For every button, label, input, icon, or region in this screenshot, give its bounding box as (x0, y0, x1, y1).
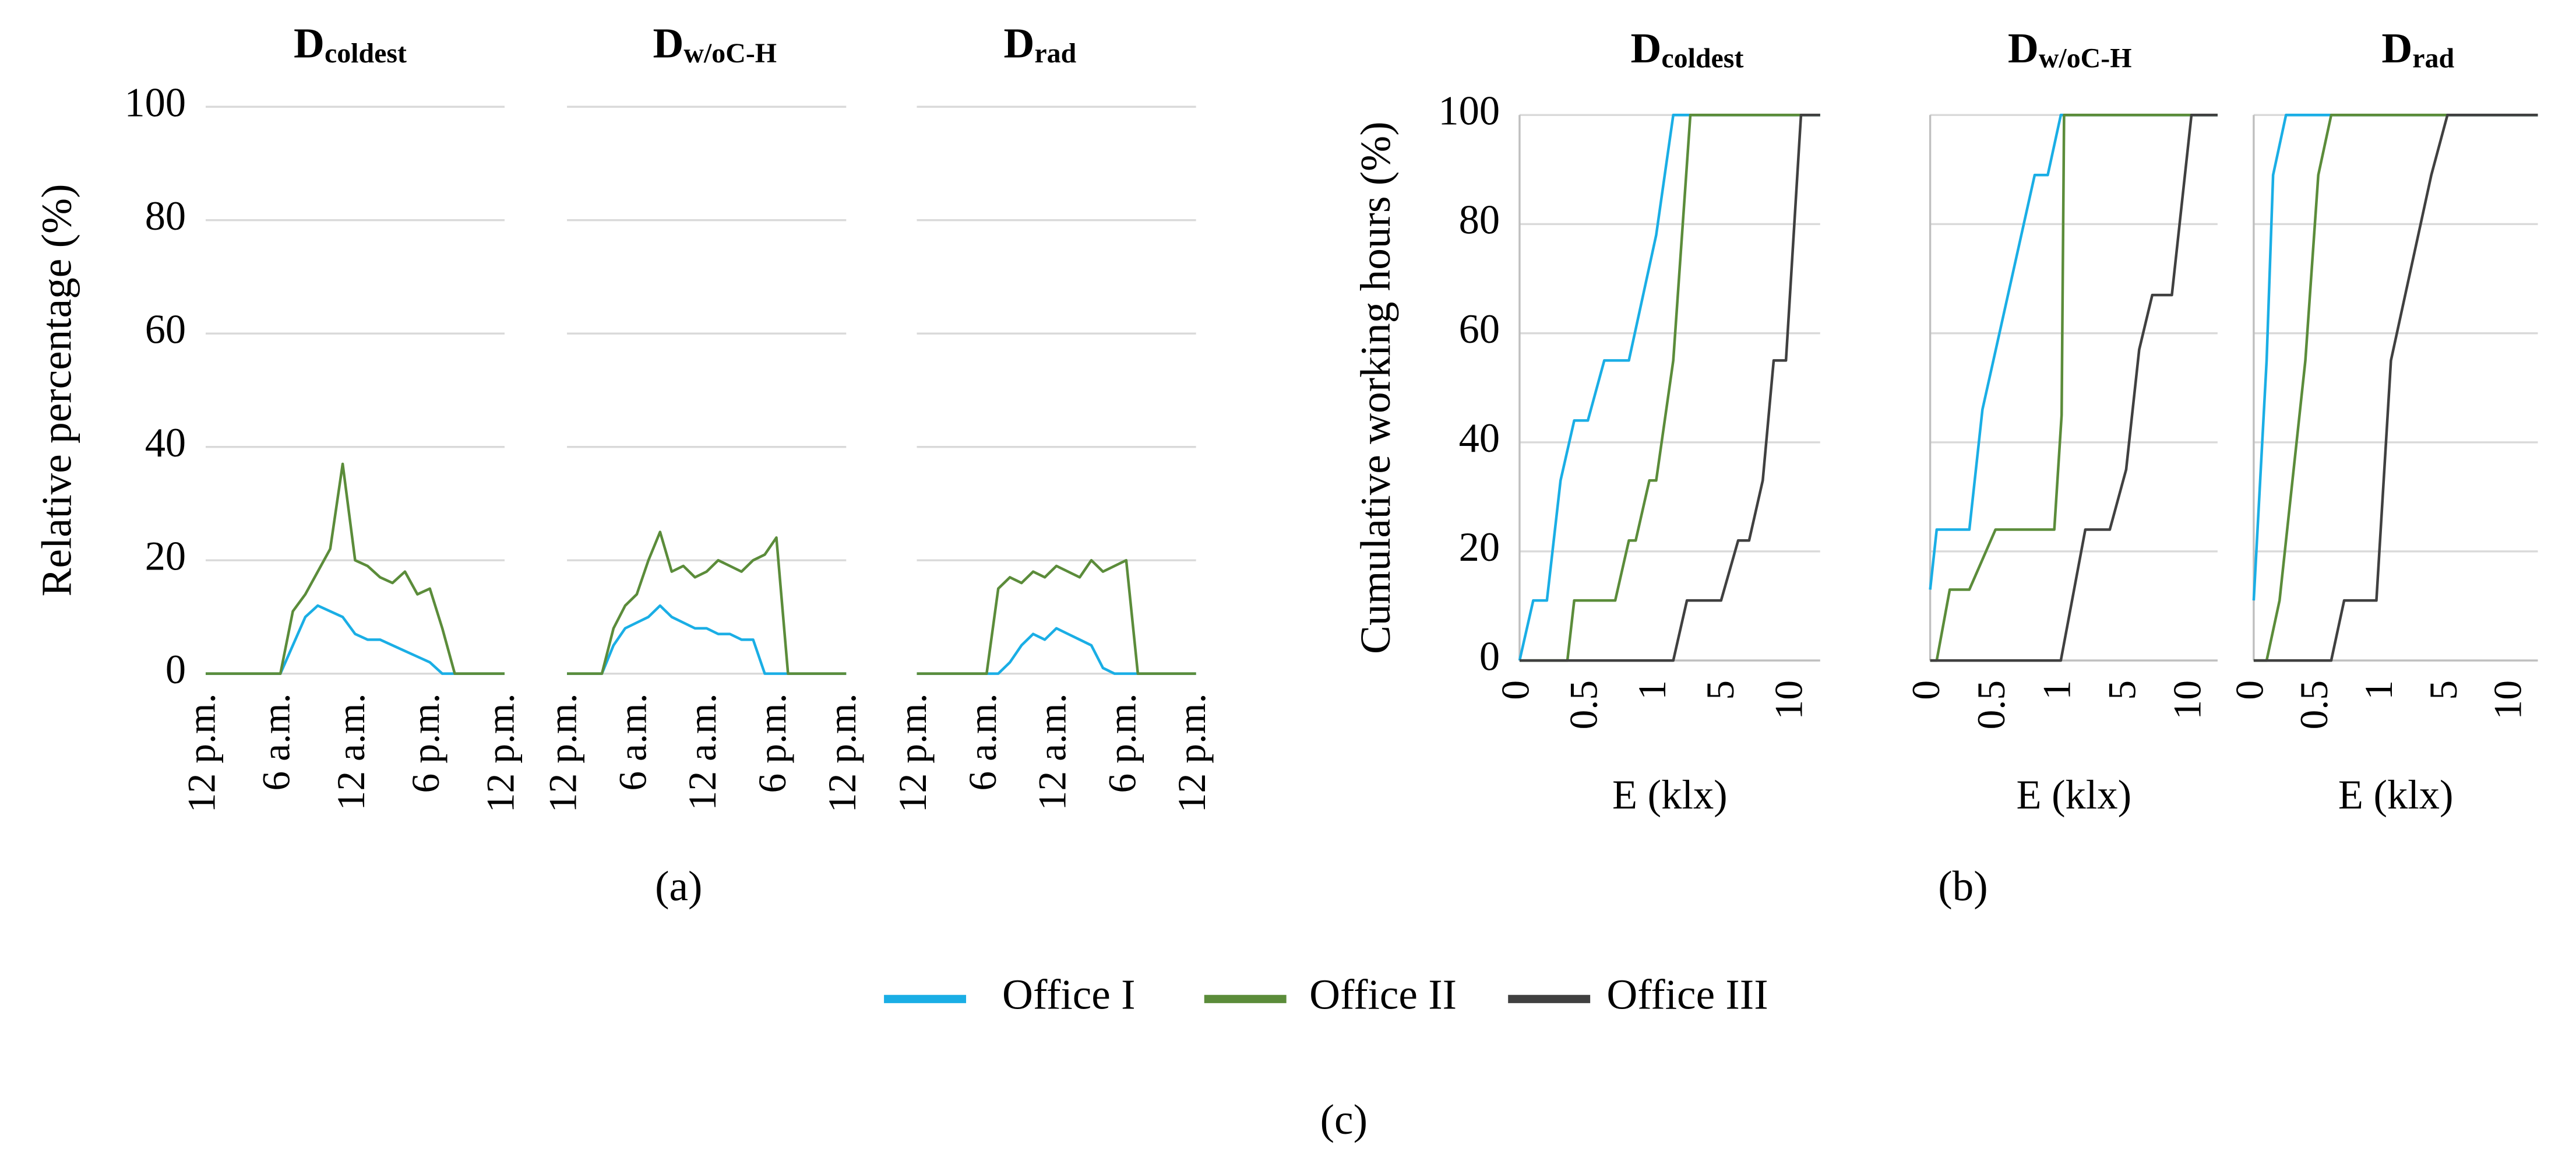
x-tick-label: 5 (1698, 680, 1742, 700)
x-tick-label: 12 p.m. (541, 693, 585, 813)
caption: (c) (1320, 1096, 1368, 1143)
x-tick-label: 12 p.m. (820, 693, 864, 813)
title-sub: w/oC-H (2039, 43, 2132, 74)
series-line (917, 558, 1196, 675)
legend-label: Office I (1002, 971, 1135, 1018)
x-tick-label: 6 p.m. (750, 693, 794, 793)
title-sub: w/oC-H (683, 38, 777, 69)
series-line (1519, 114, 1820, 662)
y-tick-label: 20 (145, 533, 186, 579)
title-main: D (1003, 20, 1034, 67)
series-line (2253, 114, 2538, 662)
chart-title: Dw/oC-H (653, 20, 777, 69)
x-tick-label: 10 (2486, 680, 2530, 720)
legend-label: Office II (1309, 971, 1457, 1018)
series-line (2252, 114, 2538, 601)
x-tick-label: 0 (1493, 680, 1537, 700)
x-tick-label: 0.5 (1562, 680, 1606, 730)
chart-title: Dcoldest (1630, 24, 1743, 73)
title-main: D (294, 20, 325, 67)
y-tick-label: 60 (1459, 307, 1500, 352)
y-tick-label: 0 (1479, 634, 1500, 679)
x-tick-label: 6 p.m. (1100, 693, 1144, 793)
series-line (2253, 114, 2538, 662)
x-tick-label: 12 a.m. (1031, 693, 1074, 810)
title-sub: rad (1034, 38, 1076, 69)
y-tick-label: 60 (145, 307, 186, 352)
x-tick-label: 6 a.m. (611, 693, 654, 790)
chart-title: Drad (2381, 24, 2454, 73)
y-tick-label: 40 (145, 420, 186, 466)
title-main: D (2008, 24, 2039, 72)
x-tick-label: 1 (1630, 680, 1674, 700)
x-tick-label: 0.5 (1969, 680, 2013, 730)
series-line (1518, 114, 1820, 661)
x-tick-label: 5 (2422, 680, 2465, 700)
caption: (a) (655, 863, 702, 910)
y-tick-label: 80 (1459, 198, 1500, 243)
series-line (567, 604, 847, 675)
y-tick-label: 20 (1459, 525, 1500, 570)
x-tick-label: 12 p.m. (1170, 693, 1214, 813)
x-tick-label: 0 (1904, 680, 1948, 700)
chart-title: Drad (1003, 20, 1076, 69)
series-line (567, 530, 847, 675)
x-tick-label: 6 p.m. (404, 693, 447, 793)
y-tick-label: 100 (124, 80, 186, 125)
x-tick-label: 6 a.m. (961, 693, 1005, 790)
series-line (205, 462, 505, 675)
x-tick-label: 12 p.m. (478, 693, 522, 813)
title-main: D (653, 20, 683, 67)
y-tick-label: 100 (1438, 88, 1500, 133)
x-axis-title: E (klx) (2016, 772, 2131, 818)
y-tick-label: 0 (165, 647, 186, 693)
chart-title: Dw/oC-H (2008, 24, 2132, 73)
y-axis-title: Cumulative working hours (%) (1352, 121, 1399, 654)
series-line (1930, 114, 2218, 662)
x-axis-title: E (klx) (2338, 772, 2454, 818)
x-tick-label: 1 (2035, 680, 2078, 700)
x-tick-label: 6 a.m. (255, 693, 298, 790)
title-main: D (1630, 24, 1661, 72)
x-tick-label: 0 (2228, 680, 2271, 700)
title-sub: coldest (1661, 43, 1743, 74)
title-sub: rad (2412, 43, 2454, 74)
x-tick-label: 0.5 (2292, 680, 2336, 730)
x-tick-label: 12 a.m. (681, 693, 724, 810)
x-tick-label: 1 (2357, 680, 2401, 700)
x-tick-label: 12 p.m. (891, 693, 935, 813)
series-line (205, 604, 505, 675)
x-tick-label: 5 (2100, 680, 2144, 700)
caption: (b) (1938, 863, 1987, 910)
y-axis-title: Relative percentage (%) (33, 184, 80, 597)
title-sub: coldest (325, 38, 407, 69)
series-line (1519, 114, 1820, 662)
x-tick-label: 12 a.m. (329, 693, 373, 810)
series-line (1930, 114, 2218, 662)
legend-label: Office III (1606, 971, 1768, 1018)
x-tick-label: 10 (2166, 680, 2209, 720)
series-line (917, 627, 1196, 675)
title-main: D (2381, 24, 2412, 72)
y-tick-label: 80 (145, 194, 186, 239)
x-tick-label: 10 (1767, 680, 1810, 720)
chart-title: Dcoldest (294, 20, 407, 69)
series-line (1929, 114, 2218, 590)
x-tick-label: 12 p.m. (179, 693, 223, 813)
x-axis-title: E (klx) (1612, 772, 1728, 818)
y-tick-label: 40 (1459, 416, 1500, 461)
